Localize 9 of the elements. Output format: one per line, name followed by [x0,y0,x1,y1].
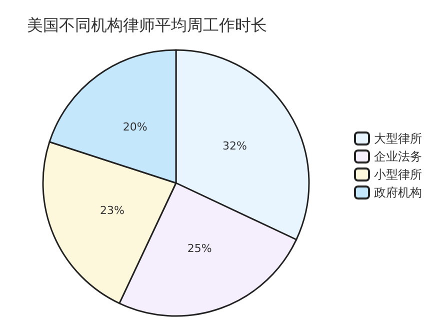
data-label: 23% [100,204,124,218]
data-label: 25% [187,242,212,255]
legend-label: 政府机构 [374,186,422,200]
data-label: 32% [222,139,247,152]
legend-label: 大型律所 [374,132,422,146]
chart-title: 美国不同机构律师平均周工作时长 [27,16,267,34]
legend-label: 小型律所 [374,168,422,182]
legend-label: 企业法务 [374,150,422,164]
data-label: 20% [122,120,148,134]
